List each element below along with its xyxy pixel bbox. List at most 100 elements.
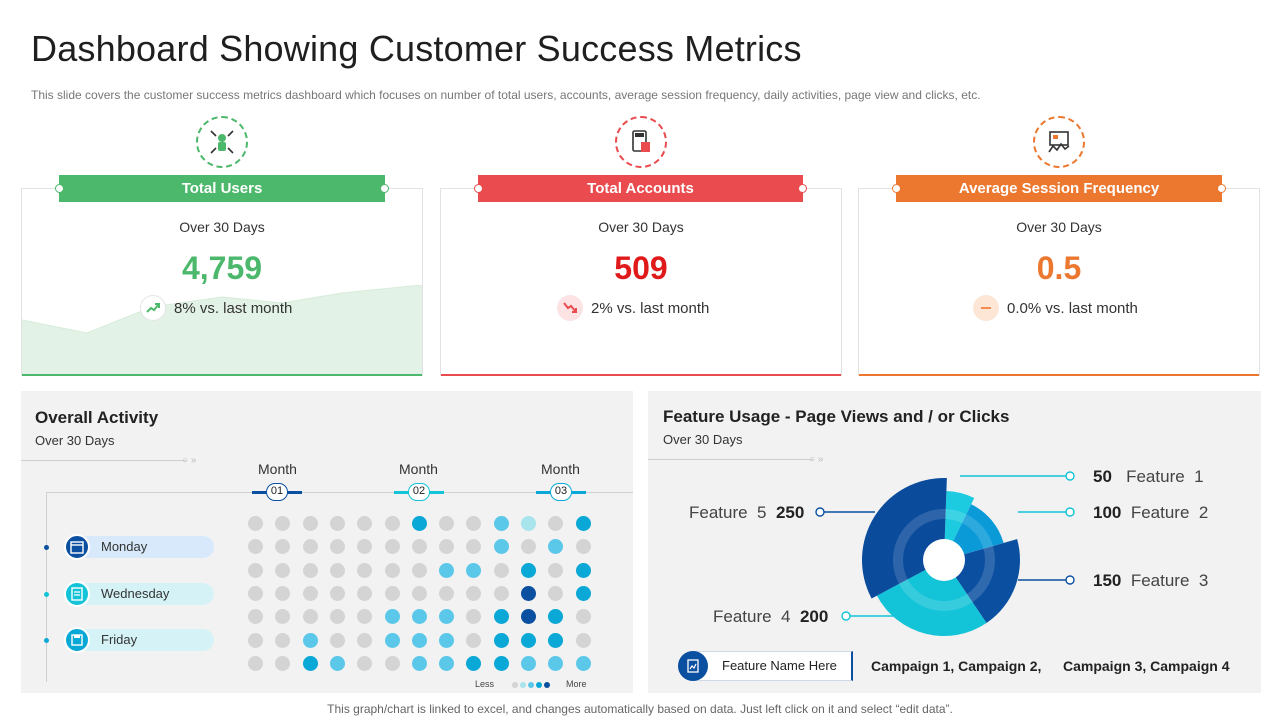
activity-cell — [384, 562, 400, 578]
activity-cell — [384, 585, 400, 601]
feature-5-label: Feature 5 250 — [689, 503, 805, 522]
activity-cell — [548, 539, 564, 555]
activity-cell — [384, 516, 400, 531]
avg-session-card — [858, 188, 1260, 376]
activity-cell — [248, 609, 263, 625]
activity-cell — [248, 655, 263, 671]
activity-cell — [275, 655, 291, 671]
page-subtitle: This slide covers the customer success m… — [31, 88, 981, 102]
activity-cell — [275, 562, 291, 578]
pie-slice-feature-4 — [876, 560, 987, 636]
activity-cell — [439, 539, 455, 555]
activity-cell — [275, 516, 291, 531]
activity-cell — [411, 585, 427, 601]
total-users-value: 4,759 — [181, 250, 263, 286]
users-area-sparkline — [22, 285, 422, 375]
activity-cell — [548, 585, 564, 601]
activity-cell — [384, 609, 400, 625]
legend-swatch-3 — [536, 682, 542, 688]
campaign-label-2: Campaign 3, Campaign 4 — [1063, 658, 1230, 674]
day-label-friday: Friday — [66, 629, 214, 651]
activity-cell — [329, 539, 345, 555]
activity-cell — [275, 585, 291, 601]
day-axis-line — [46, 492, 47, 682]
activity-cell — [575, 585, 591, 601]
activity-cell — [439, 655, 455, 671]
total-accounts-trend: 2% vs. last month — [557, 294, 709, 322]
wednesday-axis-dot — [44, 592, 49, 597]
total-users-banner: Total Users — [55, 175, 389, 202]
page-footer: This graph/chart is linked to excel, and… — [327, 702, 953, 716]
day-label-monday: Monday — [66, 536, 214, 558]
activity-cell — [493, 539, 509, 555]
activity-cell — [493, 516, 509, 531]
trend-up-icon — [140, 295, 166, 321]
activity-cell — [439, 562, 455, 578]
activity-cell — [466, 516, 482, 531]
chevron-right-icon: ○ » — [809, 454, 824, 465]
activity-cell — [248, 632, 263, 648]
activity-cell — [357, 516, 373, 531]
pie-inner-ring — [893, 509, 995, 611]
activity-cell — [466, 585, 482, 601]
activity-cell — [411, 539, 427, 555]
feature-3-label: 150 Feature 3 — [1093, 571, 1209, 590]
feature-usage-period: Over 30 Days — [663, 432, 743, 447]
total-users-trend: 8% vs. last month — [140, 294, 292, 322]
activity-cell — [548, 655, 564, 671]
activity-cell — [548, 562, 564, 578]
activity-cell — [248, 516, 263, 531]
feature-2-label: 100 Feature 2 — [1093, 503, 1209, 522]
month-badge-2: 02 — [408, 483, 430, 501]
chart-doc-icon — [678, 651, 708, 681]
activity-cell — [411, 516, 427, 531]
activity-cell — [521, 655, 536, 671]
activity-cell — [548, 632, 564, 648]
activity-cell — [384, 655, 400, 671]
activity-cell — [466, 562, 482, 578]
activity-cell — [248, 539, 263, 555]
day-label-wednesday: Wednesday — [66, 583, 214, 605]
activity-cell — [439, 585, 455, 601]
activity-cell — [493, 609, 509, 625]
month-axis-line — [46, 492, 633, 493]
document-icon — [64, 581, 90, 607]
overall-activity-title: Overall Activity — [35, 408, 159, 427]
activity-cell — [575, 516, 591, 531]
user-network-icon — [196, 116, 248, 168]
activity-cell — [439, 609, 455, 625]
activity-cell — [575, 655, 591, 671]
total-accounts-period: Over 30 Days — [598, 219, 684, 235]
activity-cell — [575, 562, 591, 578]
activity-cell — [575, 609, 591, 625]
activity-cell — [493, 632, 509, 648]
activity-cell — [411, 562, 427, 578]
activity-cell — [302, 562, 318, 578]
legend-swatch-2 — [528, 682, 534, 688]
pie-leader-lines — [815, 471, 1075, 621]
legend-less: Less — [475, 679, 495, 689]
activity-cell — [329, 632, 345, 648]
save-icon — [64, 627, 90, 653]
activity-cell — [329, 516, 345, 531]
activity-cell — [466, 539, 482, 555]
activity-cell — [575, 632, 591, 648]
activity-cell — [439, 632, 455, 648]
month-label-3: Month — [541, 461, 580, 477]
activity-cell — [329, 655, 345, 671]
activity-cell — [357, 562, 373, 578]
activity-cell — [521, 632, 536, 648]
feature-1-label: 50 Feature 1 — [1093, 467, 1204, 486]
activity-cell — [302, 632, 318, 648]
legend-swatch-4 — [544, 682, 550, 688]
total-users-period: Over 30 Days — [179, 219, 265, 235]
avg-session-period: Over 30 Days — [1016, 219, 1102, 235]
activity-cell — [411, 632, 427, 648]
activity-cell — [329, 562, 345, 578]
calendar-icon — [64, 534, 90, 560]
activity-cell — [384, 539, 400, 555]
activity-cell — [493, 562, 509, 578]
activity-cell — [466, 655, 482, 671]
activity-cell — [302, 609, 318, 625]
activity-cell — [357, 609, 373, 625]
